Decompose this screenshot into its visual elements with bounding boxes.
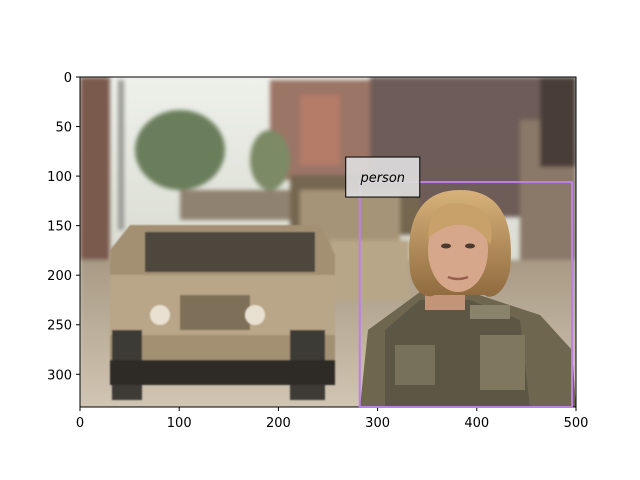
y-axis: 0 50 100 150 200 250 300 [47, 71, 80, 383]
x-tick-label: 400 [464, 416, 489, 431]
detections: person [345, 156, 574, 408]
detection-box [358, 181, 574, 408]
axes-frame [79, 76, 577, 408]
detection-label-box [345, 156, 421, 198]
y-tick-label: 250 [47, 319, 72, 334]
y-tick-label: 150 [47, 220, 72, 235]
y-tick-label: 100 [47, 170, 72, 185]
x-tick-label: 0 [76, 416, 84, 431]
x-tick-label: 300 [365, 416, 390, 431]
y-tick-label: 0 [64, 71, 72, 86]
y-tick-label: 300 [47, 368, 72, 383]
x-tick-label: 100 [167, 416, 192, 431]
y-tick-label: 50 [55, 121, 72, 136]
x-axis: 0 100 200 300 400 500 [76, 407, 589, 431]
x-tick-label: 200 [266, 416, 291, 431]
detection-label: person [359, 171, 405, 186]
x-tick-label: 500 [564, 416, 589, 431]
y-tick-label: 200 [47, 269, 72, 284]
photo [80, 77, 576, 407]
